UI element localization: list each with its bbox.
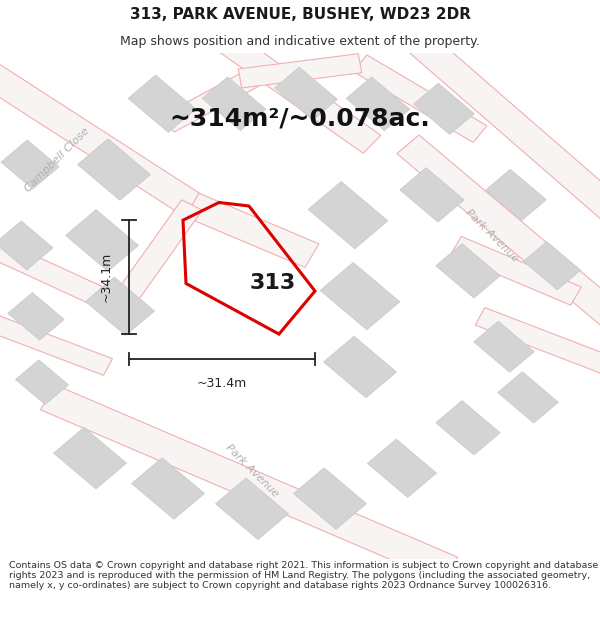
Polygon shape <box>110 200 202 311</box>
Polygon shape <box>0 237 126 315</box>
Text: Map shows position and indicative extent of the property.: Map shows position and indicative extent… <box>120 35 480 48</box>
Polygon shape <box>308 181 388 249</box>
Polygon shape <box>16 360 68 404</box>
Polygon shape <box>215 478 289 539</box>
Polygon shape <box>128 75 196 132</box>
Polygon shape <box>367 439 437 498</box>
Text: Contains OS data © Crown copyright and database right 2021. This information is : Contains OS data © Crown copyright and d… <box>9 561 598 591</box>
Text: Campbell Close: Campbell Close <box>23 125 91 194</box>
Text: 313: 313 <box>250 274 296 294</box>
Polygon shape <box>523 242 581 290</box>
Text: ~314m²/~0.078ac.: ~314m²/~0.078ac. <box>170 107 430 131</box>
Polygon shape <box>8 292 64 340</box>
Polygon shape <box>41 385 457 582</box>
Polygon shape <box>202 77 266 131</box>
Polygon shape <box>409 34 600 224</box>
Polygon shape <box>0 313 112 375</box>
Polygon shape <box>436 244 500 298</box>
Text: Park Avenue: Park Avenue <box>224 442 280 499</box>
Polygon shape <box>162 71 258 132</box>
Polygon shape <box>475 308 600 376</box>
Polygon shape <box>473 321 535 372</box>
Polygon shape <box>0 221 53 270</box>
Polygon shape <box>238 54 362 88</box>
Polygon shape <box>436 401 500 455</box>
Polygon shape <box>1 140 59 189</box>
Polygon shape <box>346 77 410 131</box>
Polygon shape <box>485 169 547 221</box>
Text: ~31.4m: ~31.4m <box>197 378 247 390</box>
Polygon shape <box>219 34 381 153</box>
Text: ~34.1m: ~34.1m <box>100 252 113 302</box>
Polygon shape <box>131 458 205 519</box>
Polygon shape <box>397 135 600 326</box>
Polygon shape <box>77 139 151 201</box>
Polygon shape <box>185 193 319 268</box>
Polygon shape <box>0 63 202 216</box>
Polygon shape <box>353 55 487 142</box>
Polygon shape <box>293 468 367 529</box>
Polygon shape <box>85 277 155 336</box>
Text: 313, PARK AVENUE, BUSHEY, WD23 2DR: 313, PARK AVENUE, BUSHEY, WD23 2DR <box>130 8 470 22</box>
Polygon shape <box>451 236 581 305</box>
Polygon shape <box>275 67 337 120</box>
Polygon shape <box>320 262 400 330</box>
Polygon shape <box>400 168 464 222</box>
Polygon shape <box>497 372 559 423</box>
Polygon shape <box>323 336 397 398</box>
Text: Park Avenue: Park Avenue <box>464 207 520 264</box>
Polygon shape <box>53 428 127 489</box>
Polygon shape <box>65 209 139 271</box>
Polygon shape <box>413 83 475 134</box>
